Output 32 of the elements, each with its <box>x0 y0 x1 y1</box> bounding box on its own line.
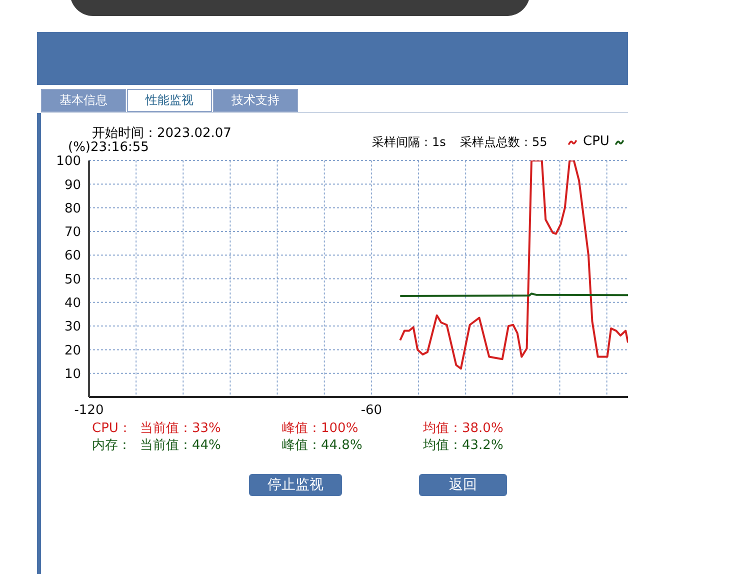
text: 当前值：44% <box>140 437 221 454</box>
text: 采样点总数：55 <box>460 134 548 151</box>
text: 开始时间：2023.02.07 <box>92 125 232 141</box>
text: 停止监视 <box>249 474 342 496</box>
y-tick-label: 30 <box>64 320 81 335</box>
text: 当前值：33% <box>140 420 221 437</box>
text: 返回 <box>419 474 507 496</box>
y-tick-label: 20 <box>64 343 81 358</box>
text: 性能监视 <box>127 89 212 112</box>
x-tick-label: -60 <box>360 403 382 418</box>
text: 采样间隔：1s <box>372 134 446 151</box>
text: 峰值：100% <box>282 420 358 437</box>
text: 峰值：44.8% <box>282 437 362 454</box>
text: 基本信息 <box>41 89 126 112</box>
text: 内存： <box>92 437 131 454</box>
y-tick-label: 50 <box>64 272 81 288</box>
y-tick-label: 80 <box>64 201 81 216</box>
y-tick-label: 10 <box>64 366 81 382</box>
x-tick-label: -120 <box>74 403 104 418</box>
text: 均值：43.2% <box>423 437 504 454</box>
y-tick-label: 100 <box>56 154 81 170</box>
y-tick-label: 70 <box>64 225 81 240</box>
y-tick-label: 40 <box>64 296 81 312</box>
y-tick-label: 90 <box>64 178 81 193</box>
text: CPU： <box>92 420 132 437</box>
text: 23:16:55 <box>90 140 149 155</box>
y-axis-title: (%) <box>68 140 90 155</box>
text: 均值：38.0% <box>423 420 504 437</box>
text: 技术支持 <box>213 89 298 112</box>
y-tick-label: 60 <box>64 248 81 264</box>
legend-label: CPU <box>583 134 610 149</box>
line-series <box>399 160 628 370</box>
